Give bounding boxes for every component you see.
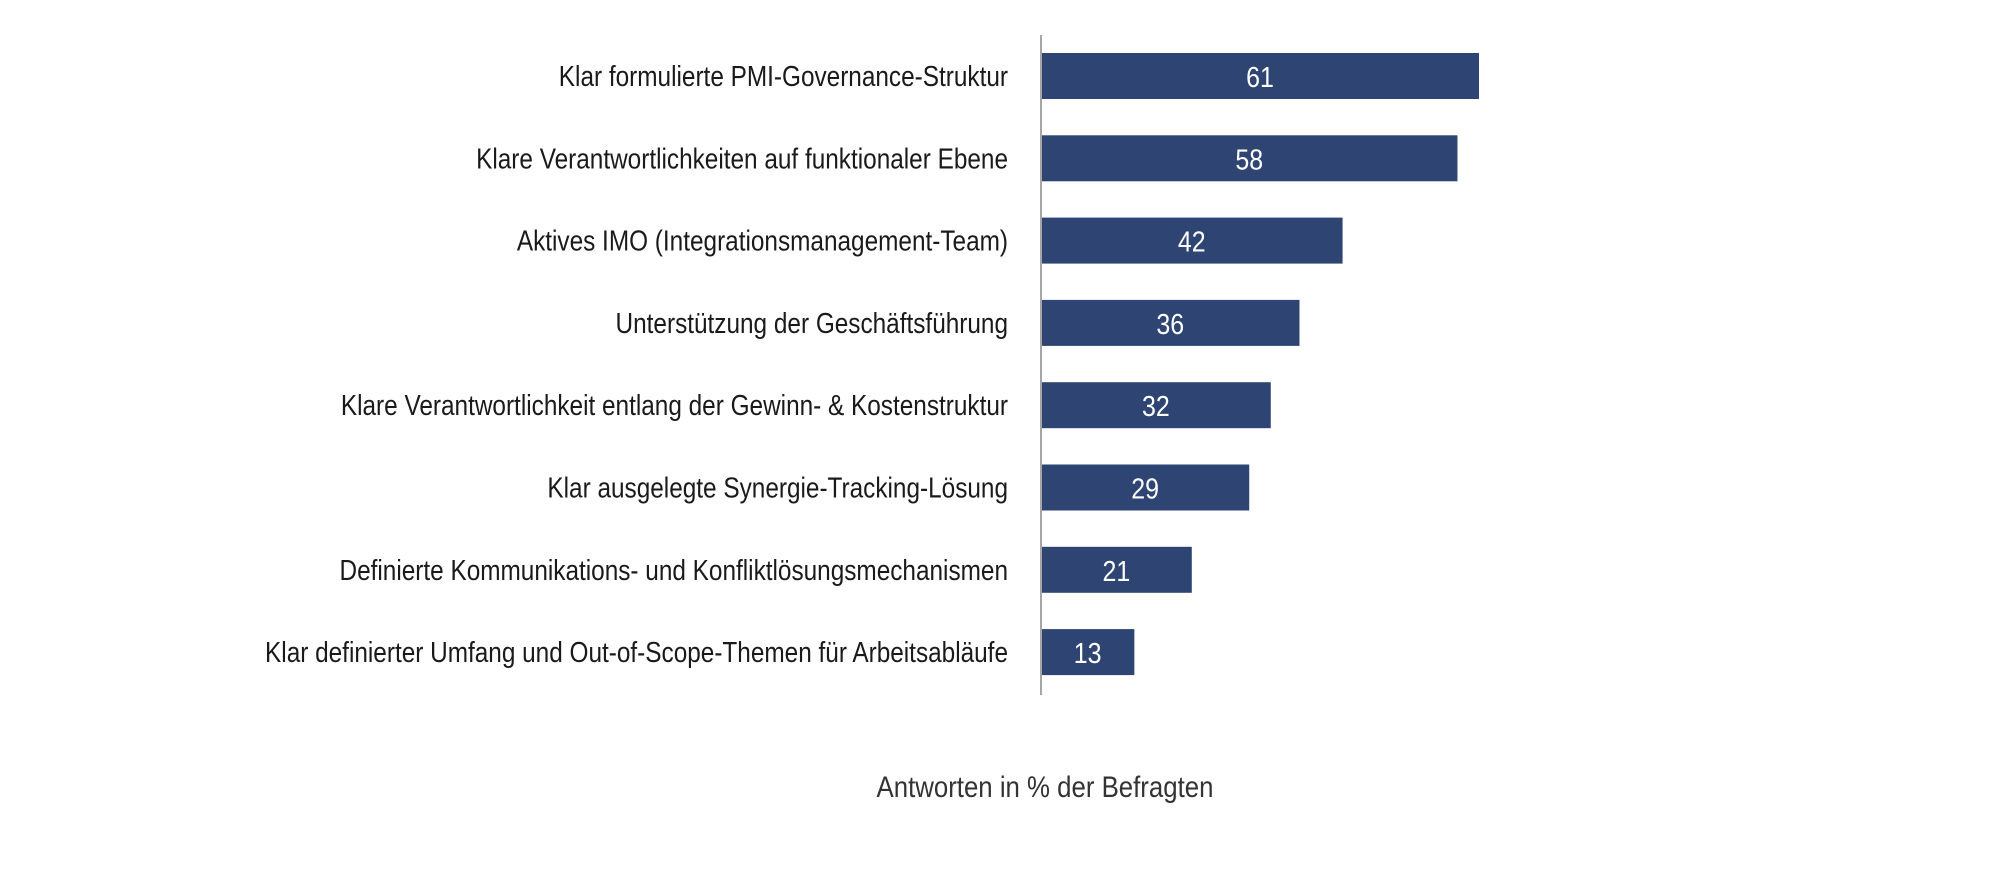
category-label: Klare Verantwortlichkeit entlang der Gew… [341,389,1008,421]
data-label: 58 [1235,144,1263,176]
bar [1041,464,1250,511]
x-axis-title: Antworten in % der Befragten [877,770,1214,803]
bars-layer [1041,53,1479,676]
category-label: Klar formulierte PMI-Governance-Struktur [559,60,1008,92]
bar [1041,53,1479,99]
category-labels: Klar formulierte PMI-Governance-Struktur… [265,60,1008,669]
category-label: Klar definierter Umfang und Out-of-Scope… [265,636,1008,668]
data-label: 42 [1178,226,1206,258]
data-label: 21 [1103,555,1131,587]
category-label: Klare Verantwortlichkeiten auf funktiona… [476,142,1008,174]
data-label: 32 [1142,390,1170,422]
bar [1041,217,1343,264]
bar [1041,546,1192,593]
category-label: Klar ausgelegte Synergie-Tracking-Lösung [547,472,1008,504]
category-label: Definierte Kommunikations- und Konfliktl… [339,554,1008,586]
category-label: Unterstützung der Geschäftsführung [616,307,1008,339]
bar [1041,135,1458,182]
bar [1041,629,1135,676]
value-labels: 61 58 42 36 32 29 21 13 [1074,61,1274,669]
data-label: 61 [1246,61,1274,93]
data-label: 29 [1131,473,1159,505]
bar [1041,382,1271,429]
data-label: 36 [1156,308,1184,340]
data-label: 13 [1074,637,1102,669]
category-label: Aktives IMO (Integrationsmanagement-Team… [517,225,1008,257]
bar [1041,299,1300,346]
